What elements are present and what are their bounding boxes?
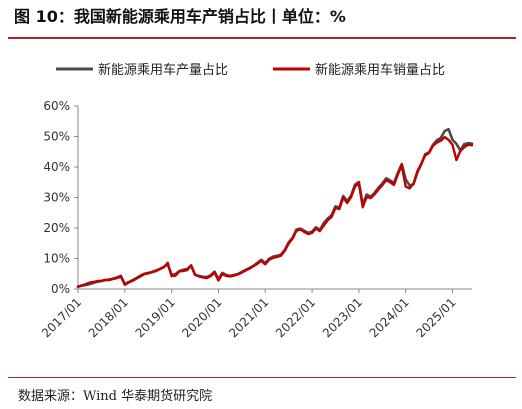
source-note: 数据来源：Wind 华泰期货研究院 [18, 385, 212, 404]
top-rule [8, 37, 516, 39]
y-tick-label: 40% [43, 160, 70, 174]
y-tick-label: 20% [43, 221, 70, 235]
series-line-production [76, 127, 474, 288]
source-prefix: 数据来源： [18, 389, 84, 404]
legend-label: 新能源乘用车销量占比 [315, 62, 445, 78]
y-tick-label: 0% [51, 282, 70, 296]
x-tick-label: 2018/01 [86, 295, 131, 340]
y-tick-label: 10% [43, 252, 70, 266]
legend-label: 新能源乘用车产量占比 [98, 62, 228, 78]
x-tick-label: 2020/01 [179, 295, 224, 340]
series-line-sales [76, 135, 474, 289]
x-tick-label: 2023/01 [320, 295, 365, 340]
y-tick-label: 50% [43, 130, 70, 144]
x-tick-label: 2024/01 [367, 295, 412, 340]
chart-title: 图 10：我国新能源乘用车产销占比丨单位：% [14, 7, 346, 26]
bottom-rule [8, 377, 516, 378]
x-tick-label: 2025/01 [413, 295, 458, 340]
x-tick-label: 2021/01 [226, 295, 271, 340]
y-tick-label: 60% [43, 99, 70, 113]
x-tick-label: 2017/01 [39, 295, 84, 340]
source-text: Wind 华泰期货研究院 [83, 389, 213, 404]
x-tick-label: 2022/01 [273, 295, 318, 340]
x-tick-label: 2019/01 [133, 295, 178, 340]
y-tick-label: 30% [43, 191, 70, 205]
